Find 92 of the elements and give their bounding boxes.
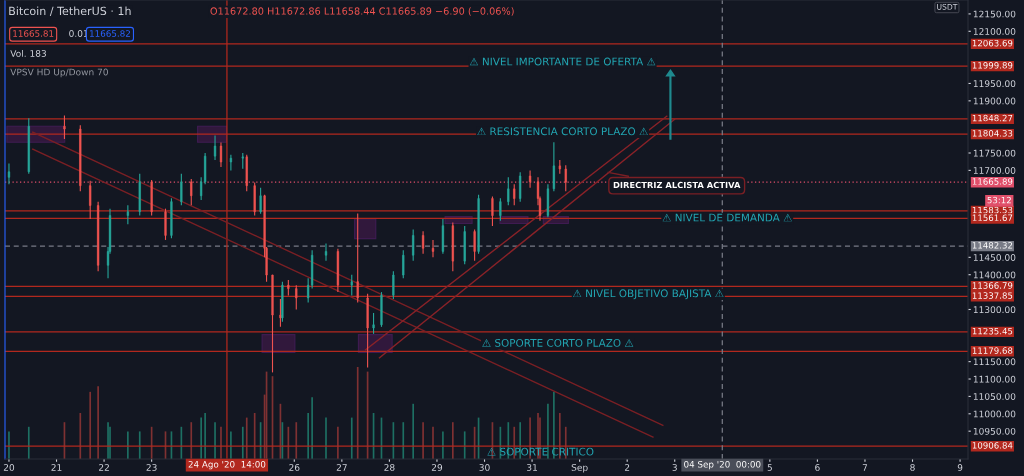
x-tick-label: 20 [3, 464, 15, 471]
candlestick [295, 284, 298, 311]
candlestick [190, 178, 193, 206]
candlestick [564, 164, 567, 192]
candlestick [552, 141, 555, 192]
y-tick-label: 11750.00 [973, 149, 1016, 157]
annotation: Vol. 183 [10, 49, 46, 57]
ref-line-label: 11366.79 [972, 282, 1013, 289]
y-tick-label: 11950.00 [973, 80, 1016, 88]
candlestick [213, 135, 217, 161]
ref-line-label: 11665.89 [972, 178, 1013, 185]
y-tick-label: 11050.00 [973, 393, 1016, 400]
x-tick-label: 8 [910, 464, 915, 471]
candlestick [431, 239, 435, 258]
candlestick [528, 169, 532, 189]
x-tick-label: 28 [384, 464, 395, 471]
candlestick [392, 270, 395, 300]
candlestick [499, 197, 502, 222]
x-tick-label: 9 [957, 464, 963, 471]
candlestick [229, 154, 232, 171]
annotation: ⚠ NIVEL DE DEMANDA ⚠ [662, 213, 792, 222]
x-tick-label: 23 [146, 464, 157, 471]
y-tick-label: 11400.00 [973, 271, 1016, 279]
ref-line-label: 11999.89 [972, 62, 1013, 69]
annotation: ⚠ NIVEL IMPORTANTE DE OFERTA ⚠ [469, 57, 656, 66]
ref-line-label: 11848.27 [972, 114, 1013, 122]
x-tick-label: 2 [624, 464, 630, 471]
candlestick [259, 187, 262, 215]
annotation: DIRECTRIZ ALCISTA ACTIVA [613, 181, 741, 189]
candlestick [519, 171, 522, 203]
candlestick [421, 230, 425, 255]
x-tick-label: 5 [767, 464, 772, 471]
y-tick-label: 11900.00 [973, 97, 1016, 105]
ref-line-label: 11235.45 [972, 327, 1013, 335]
annotation: ⚠ NIVEL OBJETIVO BAJISTA ⚠ [573, 289, 724, 300]
x-tick-label: 30 [479, 464, 490, 471]
ref-line-label: 11337.85 [972, 292, 1013, 299]
candlestick [7, 162, 11, 185]
annotation: ⚠ SOPORTE CORTO PLAZO ⚠ [482, 338, 634, 347]
candlestick [380, 291, 383, 328]
ref-line-label: 11482.32 [972, 242, 1013, 249]
candlestick [89, 180, 92, 220]
candlestick [350, 274, 353, 297]
y-tick-label: 12150.00 [973, 10, 1016, 18]
y-tick-label: 11300.00 [973, 306, 1016, 314]
ref-line-label: 12063.69 [972, 39, 1013, 47]
x-tick-label: 7 [862, 464, 868, 471]
candlestick [324, 242, 328, 262]
x-tick-label: 26 [289, 464, 300, 471]
text: 53:12 [987, 196, 1011, 204]
y-tick-label: 12100.00 [973, 28, 1016, 35]
x-tick-label: 6 [815, 464, 820, 471]
candlestick [473, 228, 476, 262]
ref-line-label: 11804.33 [972, 130, 1013, 137]
y-tick-label: 11100.00 [973, 375, 1016, 383]
x-tick-label: 29 [431, 464, 443, 471]
candlestick [164, 208, 167, 241]
y-tick-label: 11000.00 [973, 410, 1016, 418]
ref-line-label: 10906.84 [972, 442, 1013, 449]
x-tick-label: 21 [51, 464, 62, 471]
annotation: VPSV HD Up/Down 70 [10, 68, 108, 78]
candlestick [513, 183, 516, 206]
ref-line-label: 24 Ago '20 14:00 [188, 460, 266, 470]
candlestick [271, 274, 274, 373]
y-tick-label: 11450.00 [973, 254, 1016, 261]
ref-line-label: 04 Sep '20 00:00 [684, 460, 761, 470]
candlestick [412, 228, 415, 262]
y-tick-label: 11150.00 [973, 358, 1016, 366]
candlestick [356, 212, 359, 304]
candlestick [507, 176, 510, 206]
ref-line-label: 11179.68 [972, 347, 1013, 354]
x-tick-label: 3 [672, 464, 677, 471]
y-tick-label: 11700.00 [973, 167, 1016, 174]
candlestick [63, 114, 66, 140]
x-tick-label: Sep [571, 464, 588, 473]
y-tick-label: 10950.00 [973, 427, 1016, 435]
candlestick [402, 249, 405, 279]
candlestick [126, 204, 129, 225]
text: Bitcoin / TetherUS · 1h [9, 6, 131, 16]
x-tick-label: 31 [527, 464, 537, 471]
candlestick [491, 195, 494, 227]
annotation: 11665.81 [13, 30, 54, 37]
x-tick-label: 22 [98, 464, 109, 471]
annotation: 11665.82 [90, 30, 130, 37]
ref-line-label: 11561.67 [972, 214, 1013, 221]
annotation: ⚠ RESISTENCIA CORTO PLAZO ⚠ [477, 127, 648, 136]
x-tick-label: 27 [336, 464, 347, 471]
ref-line-label: 11583.53 [972, 206, 1013, 214]
candlestick [180, 173, 183, 206]
candlestick [372, 312, 375, 335]
text: O11672.80 H11672.86 L11658.44 C11665.89 −6.90 (−0.06%) [210, 7, 514, 16]
candlestick [219, 142, 223, 168]
